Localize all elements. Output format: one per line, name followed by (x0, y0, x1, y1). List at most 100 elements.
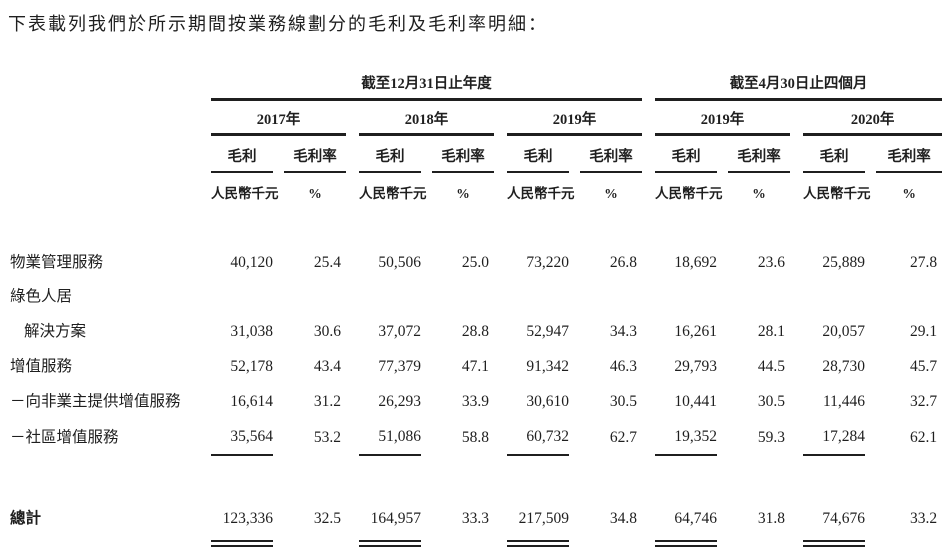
col-gap (865, 315, 876, 350)
col-gap (421, 315, 432, 350)
total-rule-row (0, 537, 942, 548)
gross-profit-total: 217,509 (518, 510, 569, 528)
table-caption: 下表載列我們於所示期間按業務線劃分的毛利及毛利率明細： (8, 14, 548, 34)
gross-margin-total: 33.3 (461, 510, 489, 528)
gross-margin-value: 25.4 (313, 253, 341, 271)
col-gap (421, 350, 432, 385)
col-gap (0, 99, 211, 135)
col-gap (717, 246, 728, 281)
col-gap (642, 172, 655, 202)
period-group-four-months: 截至4月30日止四個月 (655, 76, 942, 101)
col-gap (494, 502, 507, 537)
unit-rmb: 人民幣千元 (507, 186, 575, 202)
col-gap (494, 420, 507, 456)
year-header-row: 2017年 2018年 2019年 2019年 2020年 (0, 99, 942, 137)
col-gap (642, 76, 655, 99)
unit-rmb: 人民幣千元 (803, 186, 871, 202)
gross-profit-value: 50,506 (378, 253, 421, 271)
gross-margin-value: 45.7 (909, 357, 938, 375)
col-gap (790, 350, 803, 385)
row-label: －向非業主提供增值服務 (10, 392, 181, 410)
unit-rmb: 人民幣千元 (655, 186, 723, 202)
unit-rmb: 人民幣千元 (359, 186, 427, 202)
col-gap (717, 385, 728, 420)
col-gap (642, 420, 655, 456)
col-gap (346, 172, 359, 202)
gross-margin-value: 23.6 (757, 253, 786, 271)
unit-percent: % (456, 186, 470, 202)
col-gap (273, 315, 284, 350)
col-gap (0, 135, 211, 172)
col-gap (346, 385, 359, 420)
gross-margin-value: 27.8 (909, 253, 938, 271)
col-gap (273, 135, 284, 172)
col-gap (346, 246, 359, 281)
col-gap (642, 502, 655, 537)
period-group-row: 截至12月31日止年度 截至4月30日止四個月 (0, 76, 942, 101)
col-gap (642, 246, 655, 281)
col-gap (346, 350, 359, 385)
col-gap (790, 420, 803, 456)
gross-margin-value: 62.7 (609, 428, 638, 446)
col-gap (421, 135, 432, 172)
gross-margin-value: 29.1 (909, 323, 938, 341)
total-row: 總計 123,336 32.5 164,957 33.3 217,509 34.… (0, 502, 942, 537)
gross-profit-value: 20,057 (822, 323, 866, 341)
gross-profit-value: 37,072 (378, 323, 421, 341)
col-gap (346, 502, 359, 537)
col-gap (494, 172, 507, 202)
measure-header-row: 毛利 毛利率 毛利 毛利率 毛利 毛利率 毛利 毛利率 毛利 毛利率 (0, 134, 942, 174)
col-gap (790, 135, 803, 172)
col-gap (569, 135, 580, 172)
year-2018: 2018年 (359, 99, 494, 137)
gross-margin-value: 25.0 (461, 253, 489, 271)
col-gap (273, 350, 284, 385)
gross-margin-header: 毛利率 (876, 134, 942, 174)
gross-profit-value: 26,293 (378, 392, 421, 410)
double-rule (359, 537, 421, 548)
col-gap (790, 99, 803, 135)
gross-margin-value: 33.9 (461, 392, 489, 410)
col-gap (569, 350, 580, 385)
unit-percent: % (902, 186, 916, 202)
col-gap (790, 246, 803, 281)
spacer-row (0, 455, 942, 502)
col-gap (421, 385, 432, 420)
gross-margin-value: 30.5 (757, 392, 786, 410)
gross-profit-value: 19,352 (655, 419, 718, 457)
gross-margin-total: 33.2 (909, 510, 938, 528)
col-gap (346, 315, 359, 350)
gross-margin-header: 毛利率 (432, 134, 494, 174)
gross-margin-value: 28.8 (461, 323, 489, 341)
table-row: 物業管理服務 40,120 25.4 50,506 25.0 73,220 26… (0, 246, 942, 281)
col-gap (569, 385, 580, 420)
table-row: 綠色人居 (0, 280, 942, 315)
col-gap (346, 135, 359, 172)
col-gap (717, 502, 728, 537)
gross-margin-value: 46.3 (609, 357, 638, 375)
table-row: 增值服務 52,178 43.4 77,379 47.1 91,342 46.3… (0, 350, 942, 385)
col-gap (346, 420, 359, 456)
gross-margin-value: 34.3 (609, 323, 638, 341)
col-gap (790, 385, 803, 420)
gross-margin-value: 43.4 (313, 357, 341, 375)
gross-margin-value: 53.2 (313, 428, 341, 446)
col-gap (494, 315, 507, 350)
col-gap (569, 315, 580, 350)
period-group-annual: 截至12月31日止年度 (211, 76, 643, 101)
col-gap (642, 315, 655, 350)
gross-profit-header: 毛利 (211, 134, 273, 174)
row-label: －社區增值服務 (10, 428, 119, 446)
gross-profit-value: 11,446 (822, 392, 866, 410)
col-gap (865, 350, 876, 385)
gross-profit-value: 91,342 (526, 357, 569, 375)
gross-profit-value: 31,038 (230, 323, 273, 341)
gross-profit-value: 30,610 (526, 392, 569, 410)
unit-percent: % (604, 186, 618, 202)
col-gap (642, 135, 655, 172)
gross-profit-table: 截至12月31日止年度 截至4月30日止四個月 2017年 2018年 2019… (0, 76, 942, 548)
gross-margin-value: 47.1 (461, 357, 489, 375)
gross-profit-header: 毛利 (803, 134, 866, 174)
total-label: 總計 (10, 510, 42, 528)
col-gap (865, 502, 876, 537)
